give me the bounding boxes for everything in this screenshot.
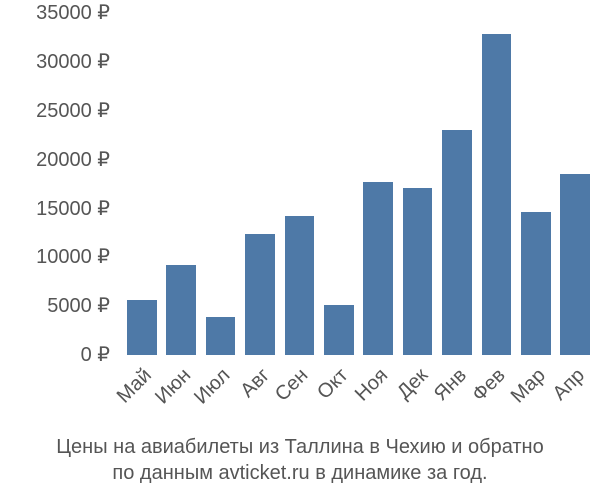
bar-11 bbox=[521, 212, 551, 355]
x-tick-label: Июл bbox=[189, 364, 234, 409]
y-tick-label: 20000 ₽ bbox=[36, 148, 110, 171]
y-tick-label: 10000 ₽ bbox=[36, 246, 110, 269]
y-tick-label: 25000 ₽ bbox=[36, 100, 110, 122]
y-tick-label: 5000 ₽ bbox=[47, 295, 110, 318]
bar-8 bbox=[402, 188, 433, 355]
y-tick-label: 30000 ₽ bbox=[36, 51, 110, 74]
x-tick-label: Окт bbox=[312, 364, 353, 404]
x-tick-label: Апр bbox=[548, 364, 590, 405]
bar-10 bbox=[481, 33, 512, 355]
x-tick-label: Май bbox=[112, 364, 156, 408]
bar-5 bbox=[284, 215, 315, 355]
bar-1 bbox=[127, 300, 157, 355]
y-tick-label: 0 ₽ bbox=[80, 344, 110, 366]
x-tick-label: Сен bbox=[271, 364, 313, 406]
bar-6 bbox=[324, 305, 354, 355]
bar-7 bbox=[363, 182, 393, 355]
chart-title-line-1: Цены на авиабилеты из Таллина в Чехию и … bbox=[56, 436, 544, 458]
bar-2 bbox=[166, 265, 196, 355]
bar-12 bbox=[560, 173, 590, 355]
chart-title-line-2: по данным avticket.ru в динамике за год. bbox=[112, 462, 488, 484]
x-tick-label: Ноя bbox=[351, 364, 393, 406]
y-tick-label: 35000 ₽ bbox=[36, 2, 110, 25]
x-tick-label: Мар bbox=[506, 364, 550, 408]
x-tick-label: Июн bbox=[151, 364, 196, 409]
x-tick-label: Янв bbox=[429, 364, 471, 406]
bar-4 bbox=[245, 233, 275, 355]
x-tick-label: Авг bbox=[236, 364, 274, 402]
y-tick-label: 15000 ₽ bbox=[36, 197, 110, 220]
bar-9 bbox=[442, 129, 472, 355]
x-tick-label: Дек bbox=[392, 364, 432, 404]
x-tick-label: Фев bbox=[468, 364, 511, 406]
bar-3 bbox=[205, 316, 236, 355]
